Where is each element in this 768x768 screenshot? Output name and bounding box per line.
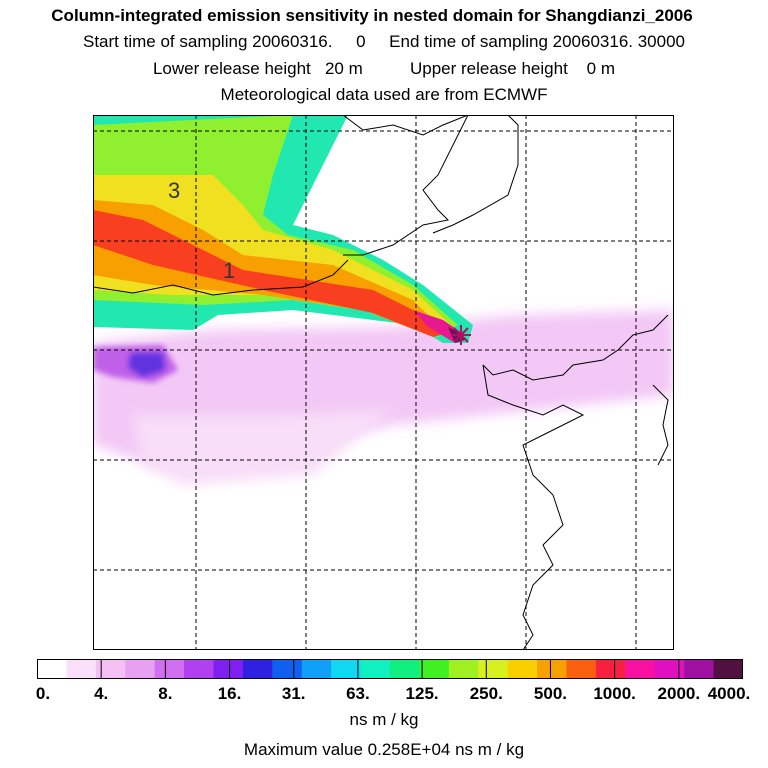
release-height-line: Lower release height 20 m Upper release … xyxy=(152,59,616,78)
colorbar-swatch xyxy=(301,659,332,679)
plume-red xyxy=(93,210,448,337)
colorbar-swatch xyxy=(242,659,273,679)
colorbar-tick-label: 1000. xyxy=(593,684,636,703)
colorbar-swatch xyxy=(625,659,656,679)
colorbar-swatch xyxy=(213,659,244,679)
contour-label-3: 3 xyxy=(168,178,180,203)
colorbar-frame xyxy=(37,659,743,679)
plot-title: Column-integrated emission sensitivity i… xyxy=(51,6,693,25)
colorbar-tick-label: 4000. xyxy=(707,684,751,703)
colorbar-tick-label: 125. xyxy=(405,684,439,703)
colorbar-swatch xyxy=(595,659,626,679)
contour-label-1: 1 xyxy=(223,258,235,283)
colorbar-tick-label: 2000. xyxy=(657,684,701,703)
colorbar-tick-label: 31. xyxy=(281,684,306,703)
colorbar-swatch xyxy=(184,659,214,679)
colorbar-swatch xyxy=(331,659,362,679)
colorbar-swatch xyxy=(154,659,185,679)
plume-low-south xyxy=(133,410,393,485)
maximum-value-label: Maximum value 0.258E+04 ns m / kg xyxy=(243,740,525,759)
colorbar-swatch xyxy=(95,659,126,679)
star-marker xyxy=(451,325,471,345)
colorbar-swatch xyxy=(478,659,509,679)
colorbar-swatch xyxy=(566,659,597,679)
colorbar-swatch xyxy=(390,659,420,679)
plume-blue-core xyxy=(128,353,165,377)
colorbar-swatch xyxy=(125,659,156,679)
colorbar-units: ns m / kg xyxy=(349,710,419,729)
colorbar xyxy=(37,659,743,679)
sensitivity-map: 3 1 xyxy=(93,115,674,650)
colorbar-swatch xyxy=(66,659,97,679)
met-data-line: Meteorological data used are from ECMWF xyxy=(220,85,548,104)
colorbar-swatch xyxy=(654,659,685,679)
colorbar-swatch xyxy=(537,659,567,679)
lat-lon-grid xyxy=(93,115,674,650)
colorbar-tick-label: 63. xyxy=(346,684,370,703)
colorbar-swatch xyxy=(684,659,715,679)
map-frame xyxy=(93,115,674,650)
colorbar-swatch xyxy=(360,659,391,679)
colorbar-swatch xyxy=(37,659,67,679)
coastlines xyxy=(93,115,669,650)
colorbar-tick-label: 4. xyxy=(94,684,109,703)
sampling-time-line: Start time of sampling 20060316. 0 End t… xyxy=(83,32,685,51)
colorbar-tick-label: 250. xyxy=(469,684,503,703)
colorbar-swatch xyxy=(448,659,479,679)
colorbar-swatch xyxy=(419,659,450,679)
colorbar-tick-label: 500. xyxy=(533,684,567,703)
colorbar-tick-label: 0. xyxy=(35,684,51,703)
colorbar-swatch xyxy=(507,659,538,679)
colorbar-swatch xyxy=(713,659,743,679)
colorbar-swatch xyxy=(272,659,303,679)
colorbar-tick-label: 16. xyxy=(217,684,242,703)
colorbar-tick-label: 8. xyxy=(158,684,173,703)
